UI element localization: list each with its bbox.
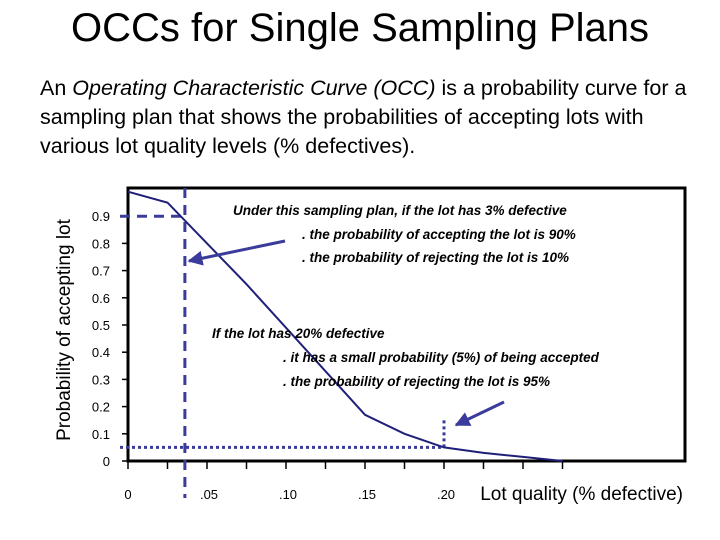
y-tick-label: 0 [103, 454, 110, 469]
y-tick-label: 0.5 [92, 318, 110, 333]
intro-term: Operating Characteristic Curve (OCC) [72, 76, 436, 100]
annotation-line: . the probability of rejecting the lot i… [283, 374, 550, 389]
y-tick-label: 0.4 [92, 345, 110, 360]
y-tick-label: 0.2 [92, 400, 110, 415]
x-tick-label: 0 [124, 487, 131, 502]
x-tick-label: .20 [437, 487, 455, 502]
x-axis-label: Lot quality (% defective) [480, 484, 683, 505]
y-tick-label: 0.6 [92, 291, 110, 306]
x-tick-label: .10 [279, 487, 297, 502]
oc-curve [127, 190, 563, 462]
annotation-line: . it has a small probability (5%) of bei… [283, 350, 600, 365]
slide-title: OCCs for Single Sampling Plans [70, 6, 650, 50]
arrow-to-20-percent [454, 400, 505, 427]
annotation-line: Under this sampling plan, if the lot has… [233, 203, 567, 218]
y-tick-label: 0.3 [92, 372, 110, 387]
arrow-to-3-percent [187, 239, 286, 266]
intro-text: An Operating Characteristic Curve (OCC) … [40, 74, 700, 161]
y-tick-label: 0.8 [92, 236, 110, 251]
intro-prefix: An [40, 76, 73, 100]
y-tick-label: 0.1 [92, 427, 110, 442]
y-axis-label: Probability of accepting lot [54, 218, 75, 441]
annotation-20-percent: If the lot has 20% defective . it has a … [212, 326, 600, 389]
annotation-line: . the probability of accepting the lot i… [302, 227, 576, 242]
annotation-line: If the lot has 20% defective [212, 326, 385, 341]
x-tick-label: .15 [358, 487, 376, 502]
intro-suffix: is a probability curve for a sampling pl… [40, 76, 687, 158]
annotation-line: . the probability of rejecting the lot i… [302, 250, 569, 265]
y-tick-label: 0.9 [92, 209, 110, 224]
annotation-3-percent: Under this sampling plan, if the lot has… [233, 203, 576, 265]
x-tick-label: .05 [200, 487, 218, 502]
y-tick-label: 0.7 [92, 264, 110, 279]
